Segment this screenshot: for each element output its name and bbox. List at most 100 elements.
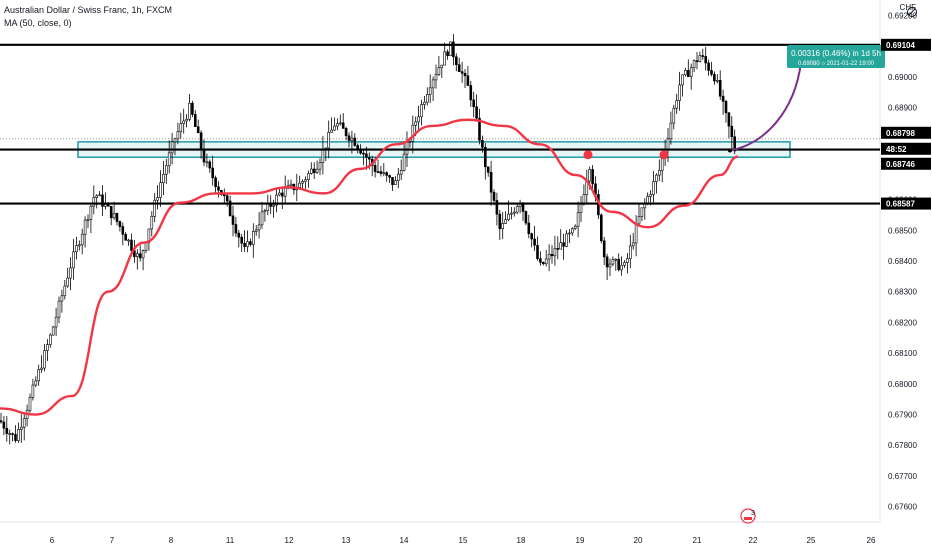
candle-body [515, 206, 519, 213]
candle-body [211, 167, 214, 179]
candle-body [721, 95, 725, 102]
candle-body [17, 429, 20, 441]
candle-body [202, 149, 206, 163]
time-tick-label: 25 [807, 536, 816, 545]
candle-body [724, 101, 728, 114]
candle-body [652, 181, 655, 195]
candle-body [504, 219, 507, 224]
candle-body [263, 210, 267, 213]
candle-body [176, 131, 180, 140]
candle-body [713, 74, 716, 82]
candle-body [733, 136, 737, 152]
candle-body [367, 157, 371, 160]
touch-marker-2 [659, 150, 669, 160]
candle-body [89, 205, 93, 220]
candle-body [475, 106, 478, 119]
candle-body [78, 244, 81, 247]
candle-body [411, 124, 415, 142]
candle-body [95, 195, 98, 198]
lock-icon[interactable] [906, 6, 918, 18]
candle-body [156, 197, 159, 201]
candle-body [307, 173, 310, 181]
candle-body [579, 203, 583, 213]
candle-body [507, 213, 510, 220]
candle-body [573, 225, 577, 229]
candle-body [208, 161, 212, 169]
candle-body [365, 153, 368, 158]
candle-body [72, 251, 75, 269]
candle-body [214, 177, 217, 188]
candle-body [382, 172, 386, 174]
candle-body [167, 152, 171, 167]
candle-body [48, 334, 52, 345]
price-label-box [881, 197, 931, 210]
candle-body [466, 75, 470, 86]
time-tick-label: 7 [110, 536, 115, 545]
price-tick-label: 0.67600 [888, 503, 917, 512]
candle-body [283, 188, 287, 197]
candle-body [34, 380, 38, 386]
candle-body [588, 169, 592, 182]
candle-body [446, 51, 449, 56]
candle-body [336, 123, 339, 127]
candle-body [11, 433, 14, 435]
candle-body [431, 79, 435, 89]
candle-body [217, 186, 220, 191]
price-label-box [881, 38, 931, 51]
candle-body [66, 277, 69, 287]
candle-body [440, 64, 444, 68]
candle-body [626, 258, 629, 263]
candle-body [249, 241, 252, 245]
candle-body [228, 200, 232, 217]
candle-body [118, 221, 122, 227]
candle-body [22, 418, 26, 428]
candle-body [530, 233, 534, 240]
candle-body [620, 264, 623, 271]
candle-body [80, 233, 84, 246]
candle-body [498, 213, 502, 230]
candle-body [402, 153, 406, 171]
candle-body [304, 179, 307, 182]
candle-body [327, 131, 331, 149]
candle-body [524, 211, 528, 224]
candle-body [330, 129, 333, 133]
badge-count: 3 [751, 510, 755, 517]
candle-body [69, 267, 72, 279]
candle-body [362, 152, 365, 155]
time-tick-label: 26 [867, 536, 876, 545]
candle-body [672, 107, 676, 124]
candle-body [104, 204, 107, 207]
candle-body [234, 224, 238, 234]
candle-body [40, 367, 43, 370]
candle-body [405, 142, 409, 155]
candle-body [112, 213, 116, 219]
indicator-label: MA (50, close, 0) [4, 18, 72, 28]
candle-body [185, 118, 188, 122]
candle-body [486, 166, 490, 173]
candle-body [182, 120, 185, 124]
projection-start-dot [728, 148, 732, 153]
candle-body [501, 223, 505, 230]
candle-body [478, 117, 481, 141]
candle-body [481, 140, 484, 148]
candle-body [611, 259, 615, 265]
candle-body [388, 175, 391, 178]
candle-body [379, 171, 383, 174]
candle-body [727, 112, 731, 127]
candle-body [437, 67, 441, 75]
candle-body [559, 242, 563, 250]
candle-body [51, 326, 55, 336]
candle-body [394, 180, 397, 185]
candle-body [617, 258, 621, 271]
candle-body [646, 196, 650, 204]
alert-badge-icon[interactable]: 3 [740, 508, 756, 524]
price-label-box [881, 142, 931, 155]
candle-body [159, 182, 162, 198]
time-tick-label: 20 [634, 536, 643, 545]
candle-body [333, 125, 336, 131]
candle-body [109, 205, 113, 219]
candle-body [43, 350, 46, 369]
candle-body [623, 262, 626, 266]
candle-body [544, 258, 548, 265]
